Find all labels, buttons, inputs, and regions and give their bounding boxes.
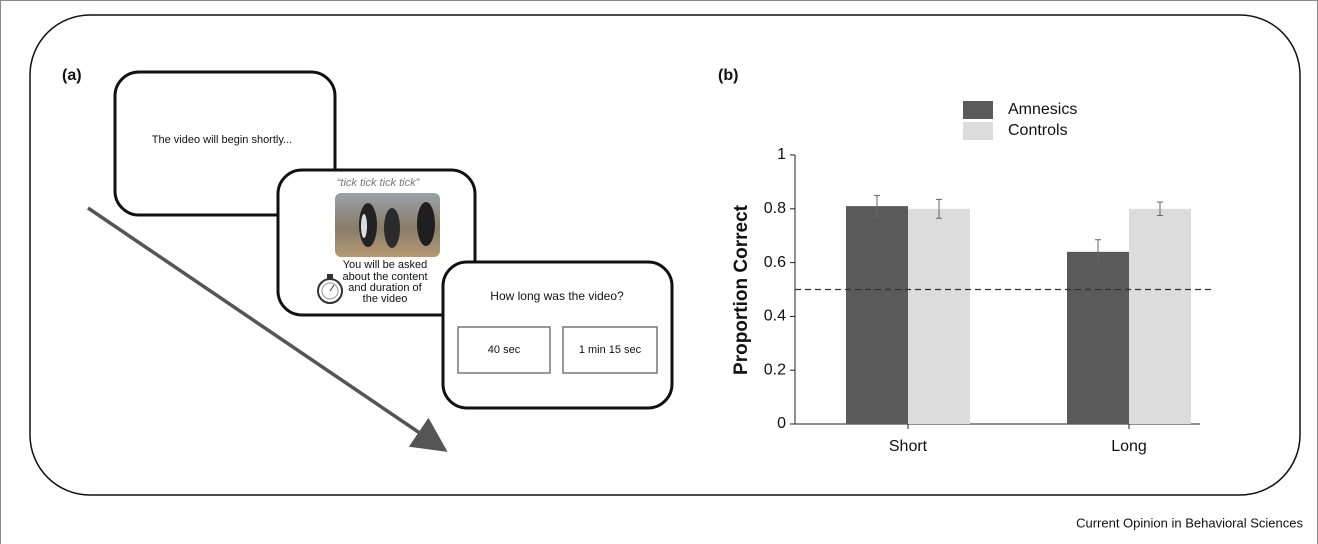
y-tick-label: 0.8 — [764, 200, 786, 217]
y-tick-label: 0 — [777, 415, 786, 432]
legend-label: Controls — [1008, 122, 1068, 139]
bar — [1067, 252, 1129, 424]
bar — [846, 206, 908, 424]
screen-caption: “tick tick tick tick” — [337, 177, 421, 189]
screen-text: The video will begin shortly... — [152, 134, 292, 146]
legend-swatch — [963, 101, 993, 119]
y-tick-label: 0.6 — [764, 254, 786, 271]
y-tick-label: 1 — [777, 146, 786, 163]
figure: (a) The video will begin shortly... “tic… — [0, 0, 1318, 544]
screen-text: the video — [363, 293, 408, 305]
panel-label: (a) — [62, 67, 82, 84]
x-tick-label: Short — [889, 438, 928, 455]
bar — [1129, 209, 1191, 424]
y-tick-label: 0.2 — [764, 361, 786, 378]
option-text: 40 sec — [488, 344, 521, 356]
screen-text: You will be asked — [343, 259, 428, 271]
bar — [908, 209, 970, 424]
y-axis-label: Proportion Correct — [731, 204, 752, 375]
x-tick-label: Long — [1111, 438, 1147, 455]
video-still — [335, 193, 440, 257]
screen-question: How long was the video? — [490, 289, 624, 303]
legend-label: Amnesics — [1008, 101, 1077, 118]
y-tick-label: 0.4 — [764, 308, 786, 325]
footer: Current Opinion in Behavioral Sciences — [1076, 515, 1303, 530]
panel-label: (b) — [718, 67, 738, 84]
legend-swatch — [963, 122, 993, 140]
option-text: 1 min 15 sec — [579, 344, 642, 356]
